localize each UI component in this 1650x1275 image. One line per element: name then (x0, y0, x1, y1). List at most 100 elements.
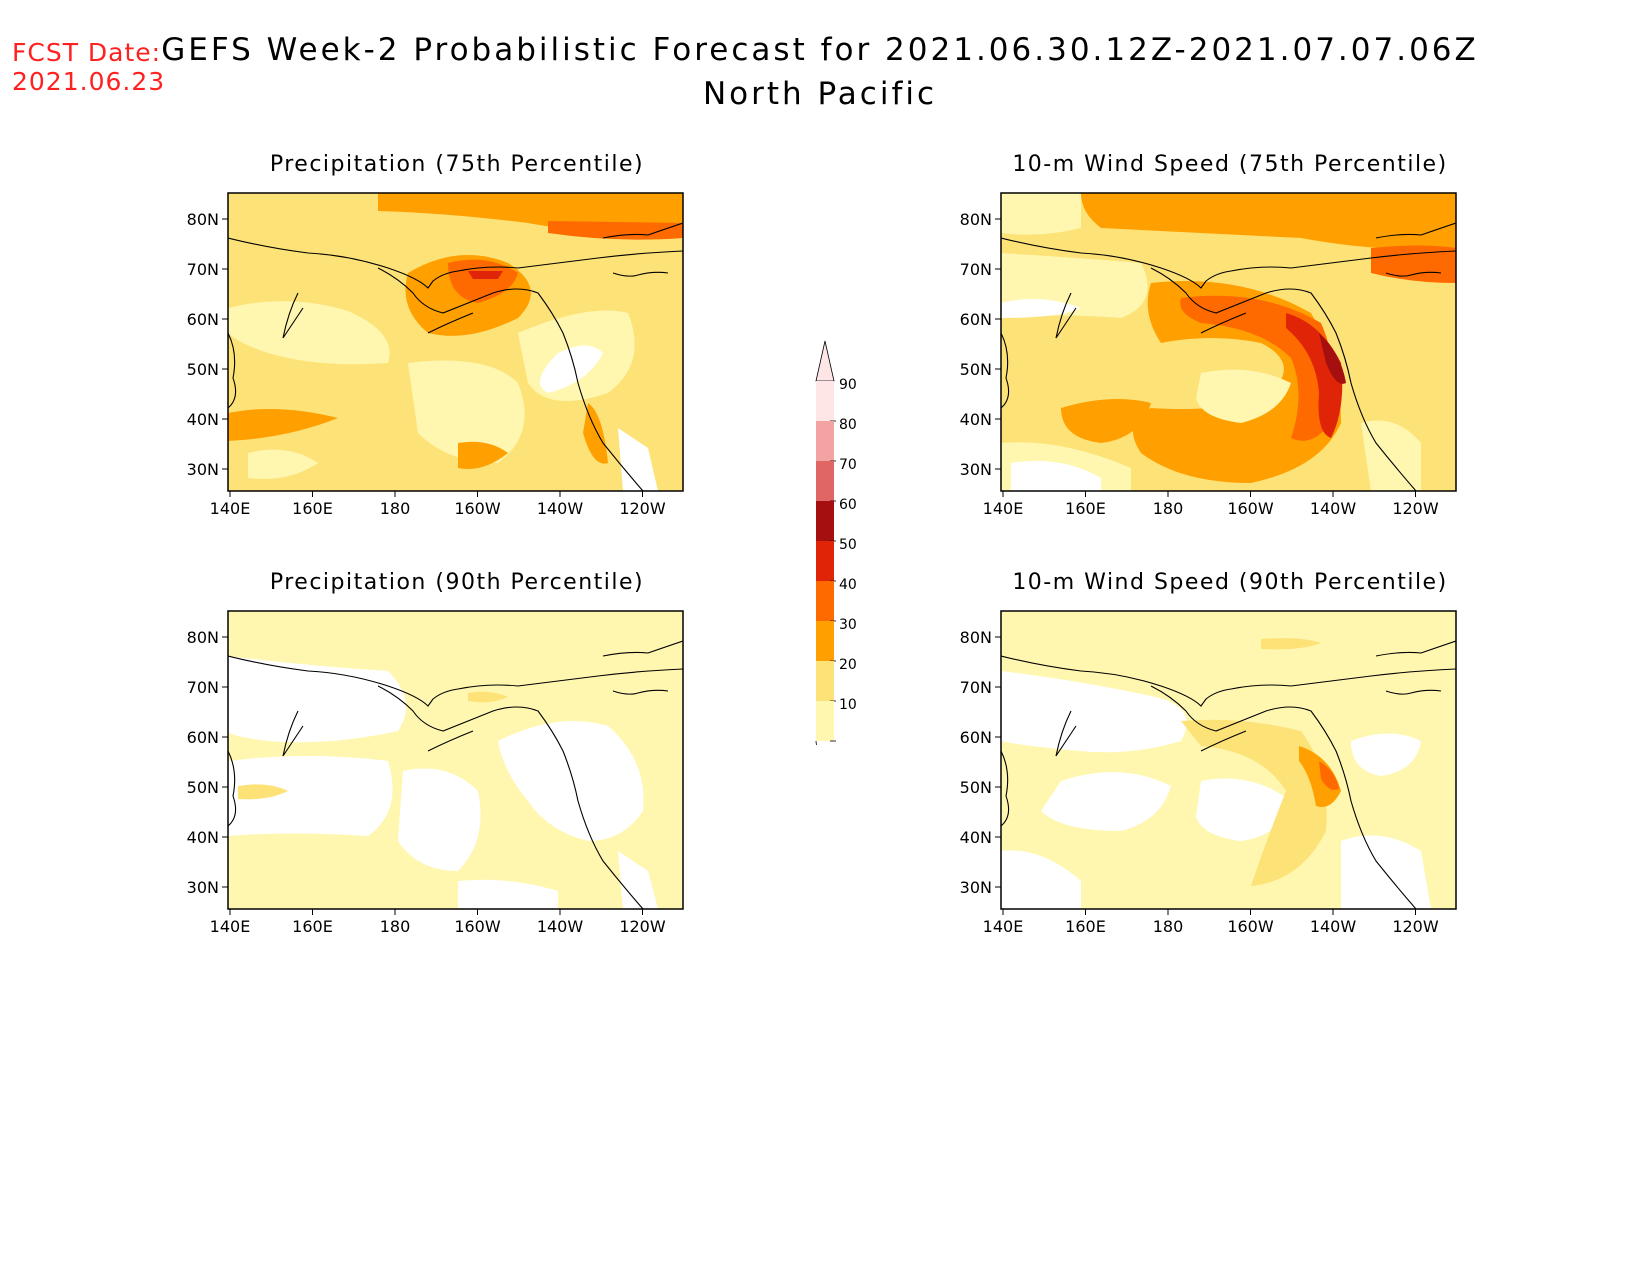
contour-region (1341, 835, 1431, 909)
lon-tick-label: 140E (983, 499, 1024, 518)
lon-tick-label: 160W (1227, 917, 1274, 936)
lon-tick-label: 160E (292, 499, 333, 518)
contour-region (1001, 671, 1187, 753)
contour-region (1181, 719, 1327, 886)
colorbar-label: 70 (839, 457, 857, 473)
colorbar-label: 60 (839, 497, 857, 513)
lat-tick-label: 80N (187, 210, 219, 229)
contour-region (618, 851, 658, 909)
lat-tick-label: 60N (960, 728, 992, 747)
coastline (228, 750, 237, 827)
contour-region (540, 345, 603, 393)
contour-region (498, 721, 644, 841)
lat-tick-label: 40N (187, 410, 219, 429)
fcst-date-label: FCST Date: (12, 38, 162, 67)
contour-region (458, 879, 558, 909)
contour-region (228, 301, 390, 365)
lon-tick-label: 140W (537, 917, 584, 936)
page-subtitle: North Pacific (702, 76, 938, 112)
coastline (1055, 710, 1077, 757)
coastline (1055, 292, 1077, 339)
lon-tick-label: 160E (1065, 499, 1106, 518)
lat-tick-label: 30N (960, 460, 992, 479)
coastline (1001, 332, 1010, 409)
contour-region (1371, 245, 1456, 283)
coastline (1150, 685, 1417, 909)
map-wind-75: 80N 70N 60N 50N 40N 30N 140E 160E 180 160W 140W 120… (960, 192, 1457, 518)
lon-tick-label: 180 (1153, 499, 1184, 518)
colorbar-label: 20 (839, 657, 857, 673)
lat-tick-label: 50N (187, 778, 219, 797)
contour-region (228, 193, 378, 212)
coastline (1375, 640, 1456, 657)
contour-region (228, 756, 393, 836)
lon-tick-label: 140W (1310, 499, 1357, 518)
page-title: GEFS Week-2 Probabilistic Forecast for 2… (161, 32, 1479, 68)
colorbar-swatch (816, 461, 834, 501)
lat-tick-label: 70N (187, 260, 219, 279)
contour-region (1196, 369, 1291, 423)
contour-region (1011, 460, 1101, 491)
colorbar-swatch (816, 581, 834, 621)
coastline (228, 655, 683, 707)
lat-tick-label: 30N (187, 460, 219, 479)
colorbar-label: 10 (839, 697, 857, 713)
coastline (1385, 689, 1442, 695)
lat-tick-label: 80N (960, 628, 992, 647)
coastline (228, 332, 237, 409)
colorbar-swatch (816, 501, 834, 541)
coastline (612, 271, 669, 277)
lat-tick-label: 30N (960, 878, 992, 897)
colorbar-swatch (816, 701, 834, 741)
lat-tick-label: 70N (960, 678, 992, 697)
lat-tick-label: 40N (960, 410, 992, 429)
contour-region (583, 403, 608, 464)
lat-tick-label: 50N (960, 360, 992, 379)
contour-region (1261, 638, 1321, 650)
contour-region (1196, 778, 1291, 841)
colorbar-top-arrow (815, 340, 835, 382)
lon-tick-label: 120W (619, 499, 666, 518)
lat-tick-label: 50N (960, 778, 992, 797)
lon-tick-label: 120W (1392, 499, 1439, 518)
lat-tick-label: 40N (187, 828, 219, 847)
contour-region (618, 428, 658, 491)
coastline (427, 730, 474, 752)
contour-region (1299, 746, 1341, 807)
contour-region (468, 271, 503, 279)
fcst-date-block: FCST Date: 2021.06.23 (12, 38, 165, 96)
colorbar-label: 80 (839, 417, 857, 433)
contour-region (1361, 420, 1421, 491)
coastline (1200, 312, 1247, 334)
coastline (1001, 750, 1010, 827)
lon-tick-label: 160W (1227, 499, 1274, 518)
colorbar-label: 30 (839, 617, 857, 633)
lon-tick-label: 140W (537, 499, 584, 518)
contour-region (468, 691, 508, 703)
lat-tick-label: 30N (187, 878, 219, 897)
coastline (1150, 267, 1417, 491)
colorbar-bottom-arrow (815, 740, 817, 745)
colorbar-swatch (816, 661, 834, 701)
contour-region (1351, 733, 1421, 776)
lon-tick-label: 140W (1310, 917, 1357, 936)
colorbar: 90 80 70 60 50 40 30 20 10 (815, 340, 857, 745)
contour-region (1041, 772, 1171, 831)
panel-title-wind-90: 10-m Wind Speed (90th Percentile) (1012, 570, 1448, 595)
colorbar-label: 90 (839, 377, 857, 393)
panel-title-precip-75: Precipitation (75th Percentile) (269, 152, 645, 177)
contour-region (1319, 333, 1346, 384)
contour-region (1081, 193, 1456, 250)
coastline (427, 312, 474, 334)
lon-tick-label: 140E (983, 917, 1024, 936)
coastline (1375, 222, 1456, 239)
contour-region (228, 656, 406, 743)
colorbar-swatch (816, 381, 834, 421)
map-frame (1000, 192, 1457, 492)
lon-tick-label: 180 (380, 917, 411, 936)
lat-tick-label: 70N (187, 678, 219, 697)
contour-region (228, 409, 338, 441)
contour-region (1001, 193, 1081, 235)
coastline (602, 640, 683, 657)
contour-region (1319, 761, 1339, 790)
